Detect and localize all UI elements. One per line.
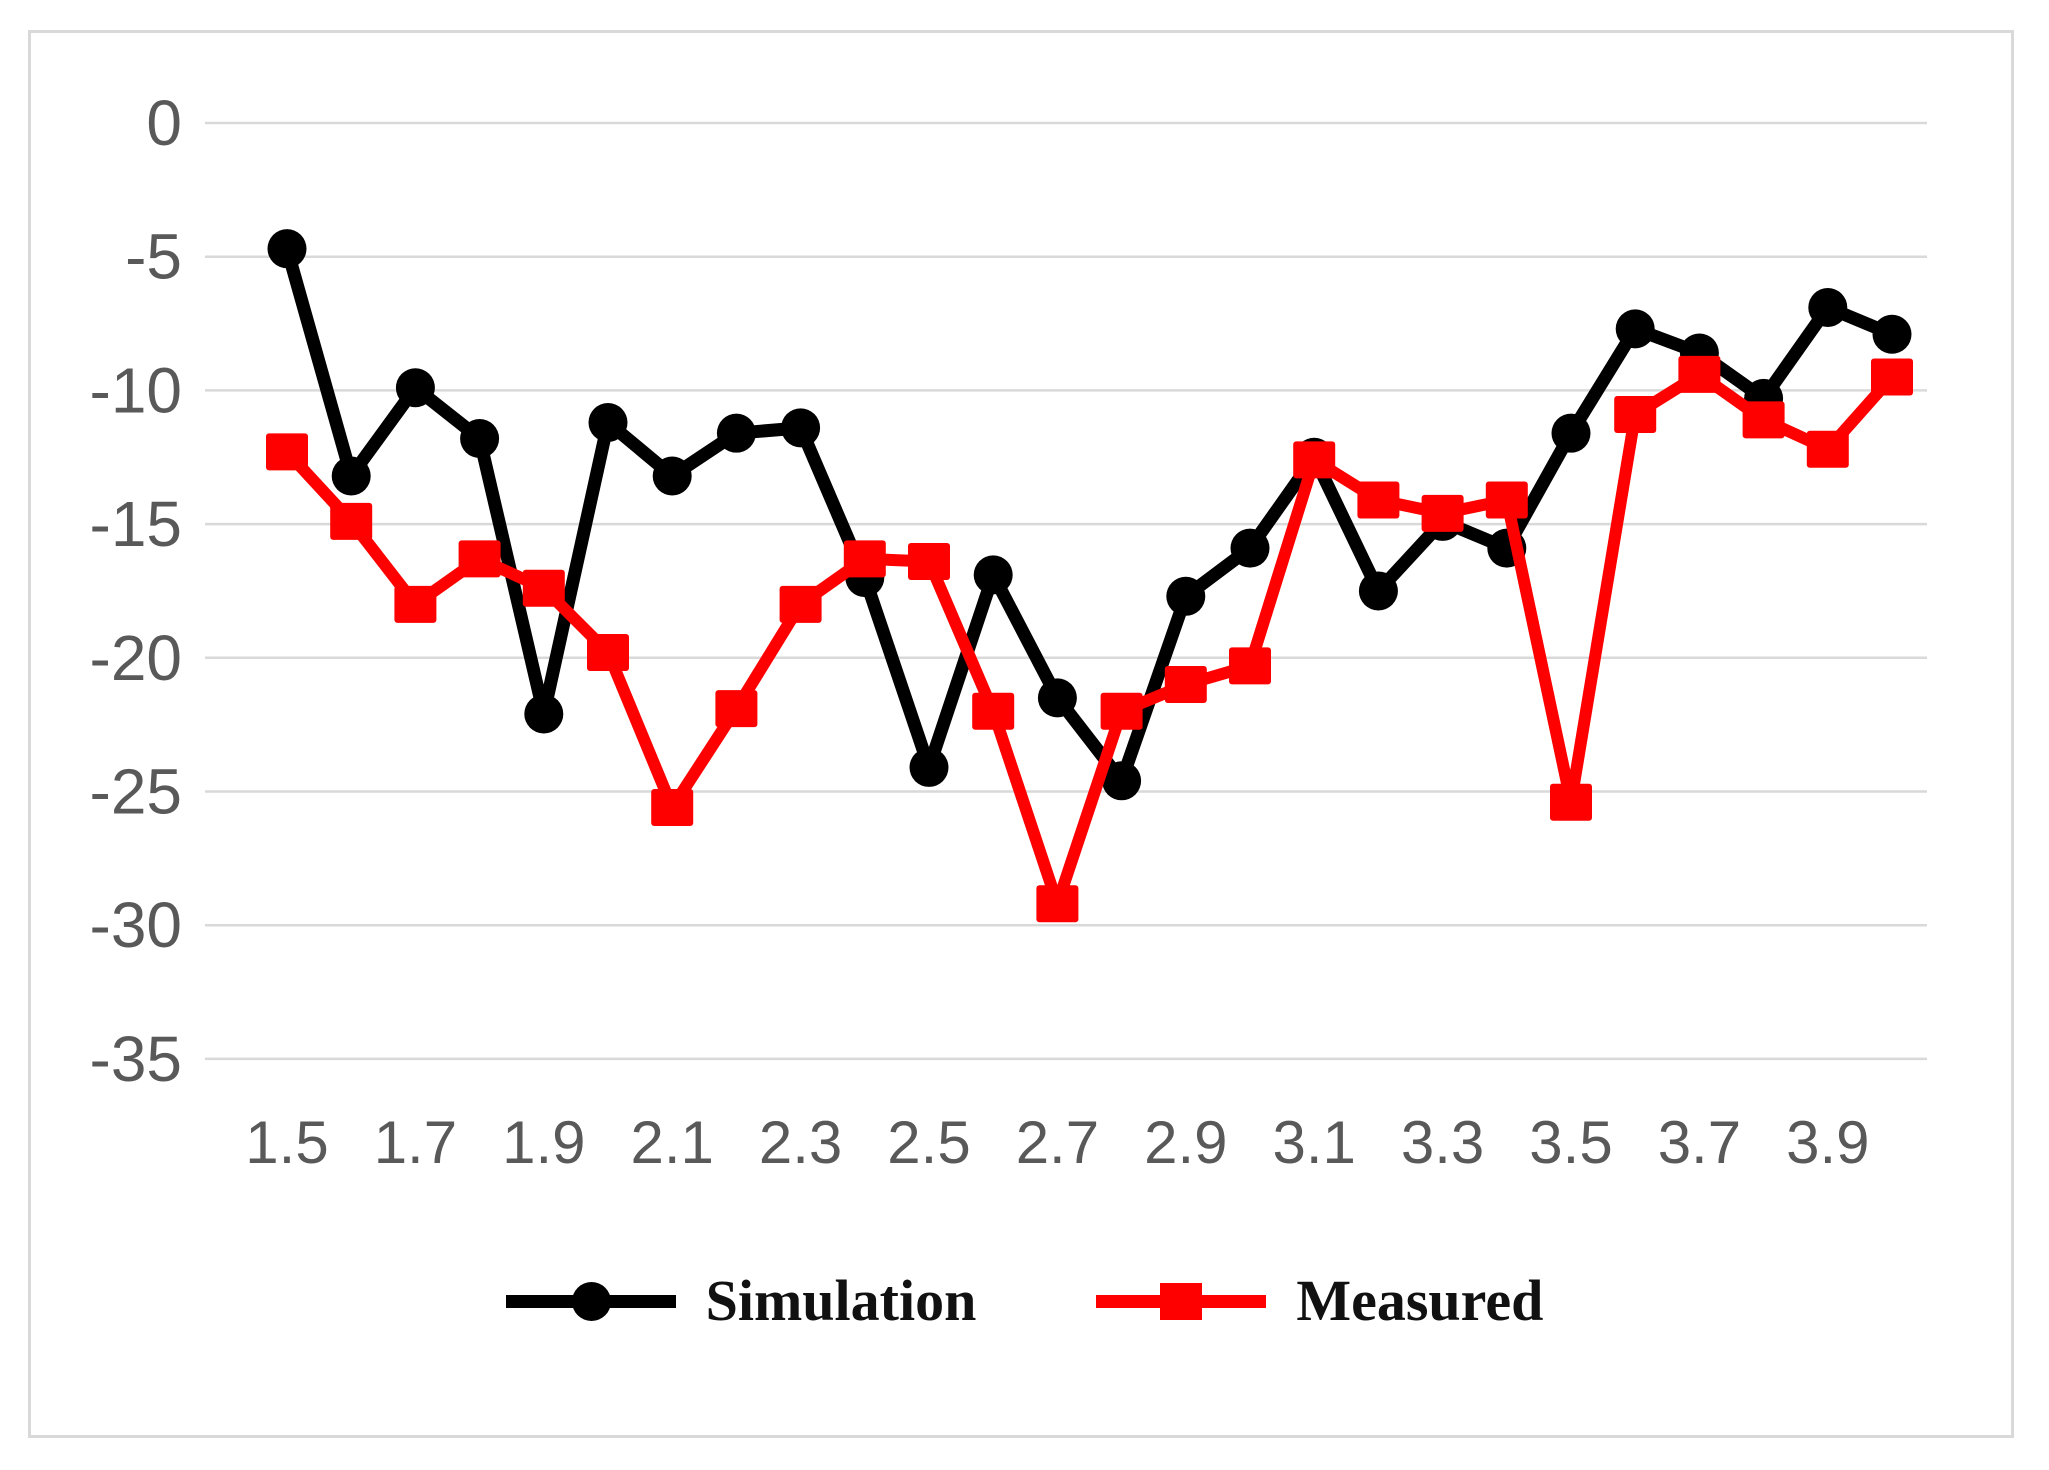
x-tick-label: 3.7: [1658, 1109, 1741, 1176]
simulation-point: [1230, 528, 1270, 568]
x-tick-label: 2.7: [1016, 1109, 1099, 1176]
measured-point: [1421, 494, 1464, 532]
measured-square-marker-icon: [1160, 1282, 1203, 1320]
simulation-point: [1615, 309, 1655, 349]
y-tick-label: -25: [90, 756, 183, 828]
simulation-point: [781, 408, 821, 448]
measured-point: [1164, 666, 1207, 704]
measured-point: [908, 543, 950, 581]
x-tick-label: 1.5: [245, 1109, 328, 1176]
simulation-point: [1166, 576, 1206, 616]
simulation-point: [1551, 413, 1591, 453]
measured-point: [1293, 441, 1336, 479]
y-tick-label: -5: [125, 221, 182, 293]
simulation-point: [460, 419, 500, 459]
x-tick-label: 1.7: [374, 1109, 457, 1176]
simulation-point: [1102, 761, 1142, 801]
simulation-point: [331, 456, 371, 496]
measured-point: [1550, 783, 1592, 821]
x-tick-label: 2.1: [630, 1109, 713, 1176]
simulation-point: [395, 368, 435, 408]
y-tick-label: -30: [90, 889, 183, 961]
y-tick-label: -15: [90, 488, 183, 560]
simulation-point: [1037, 678, 1077, 718]
measured-point: [715, 690, 758, 728]
x-tick-label: 3.1: [1272, 1109, 1355, 1176]
measured-point: [972, 692, 1015, 730]
simulation-circle-marker-icon: [571, 1281, 611, 1321]
measured-point: [1806, 430, 1849, 468]
legend-label-simulation: Simulation: [705, 1268, 977, 1333]
x-tick-label: 3.5: [1529, 1109, 1612, 1176]
measured-point: [394, 585, 437, 623]
measured-point: [1614, 395, 1657, 433]
x-tick-label: 2.5: [887, 1109, 970, 1176]
x-tick-label: 2.3: [759, 1109, 842, 1176]
x-tick-label: 2.9: [1144, 1109, 1227, 1176]
simulation-line: [280, 242, 1899, 788]
legend-item-simulation: Simulation: [505, 1268, 977, 1333]
measured-point: [1100, 692, 1143, 730]
measured-point: [779, 585, 822, 623]
measured-point: [266, 433, 308, 471]
measured-line-icon: [1096, 1282, 1267, 1320]
measured-point: [1871, 358, 1913, 396]
simulation-point: [1872, 314, 1912, 354]
simulation-point: [524, 694, 564, 734]
simulation-point: [588, 402, 628, 442]
simulation-line-icon: [505, 1281, 676, 1321]
measured-point: [522, 569, 565, 607]
legend: Simulation Measured: [0, 1272, 2049, 1330]
simulation-point: [652, 456, 692, 496]
x-tick-label: 3.3: [1401, 1109, 1484, 1176]
measured-point: [1036, 885, 1079, 923]
simulation-point: [973, 555, 1013, 595]
legend-item-measured: Measured: [1096, 1272, 1543, 1330]
measured-point: [1742, 401, 1785, 439]
y-tick-label: 0: [146, 87, 182, 159]
simulation-point: [909, 747, 949, 787]
measured-point: [1678, 355, 1721, 393]
measured-point: [330, 502, 373, 540]
y-tick-label: -10: [90, 354, 183, 426]
y-axis-tick-labels: 0 -5 -10 -15 -20 -25 -30 -35: [90, 87, 183, 1095]
gridlines: [205, 121, 1927, 1061]
x-tick-label: 3.9: [1786, 1109, 1869, 1176]
chart-frame-border: [28, 30, 2014, 1438]
measured-point: [1229, 647, 1271, 685]
measured-point: [651, 789, 694, 827]
legend-label-measured: Measured: [1296, 1268, 1544, 1333]
y-tick-label: -20: [90, 622, 183, 694]
measured-point: [458, 540, 501, 578]
simulation-point: [1358, 571, 1398, 611]
simulation-point: [716, 413, 756, 453]
x-tick-label: 1.9: [502, 1109, 585, 1176]
x-axis-tick-labels: 1.5 1.7 1.9 2.1 2.3 2.5 2.7 2.9 3.1 3.3 3.5 3.7 3.9: [245, 1109, 1869, 1176]
measured-point: [587, 633, 629, 671]
y-tick-label: -35: [90, 1023, 183, 1095]
series-layer: [266, 229, 1913, 923]
simulation-point: [1808, 288, 1848, 328]
measured-point: [1357, 481, 1400, 519]
measured-point: [843, 540, 886, 578]
measured-point: [1485, 481, 1528, 519]
simulation-point: [267, 229, 307, 269]
